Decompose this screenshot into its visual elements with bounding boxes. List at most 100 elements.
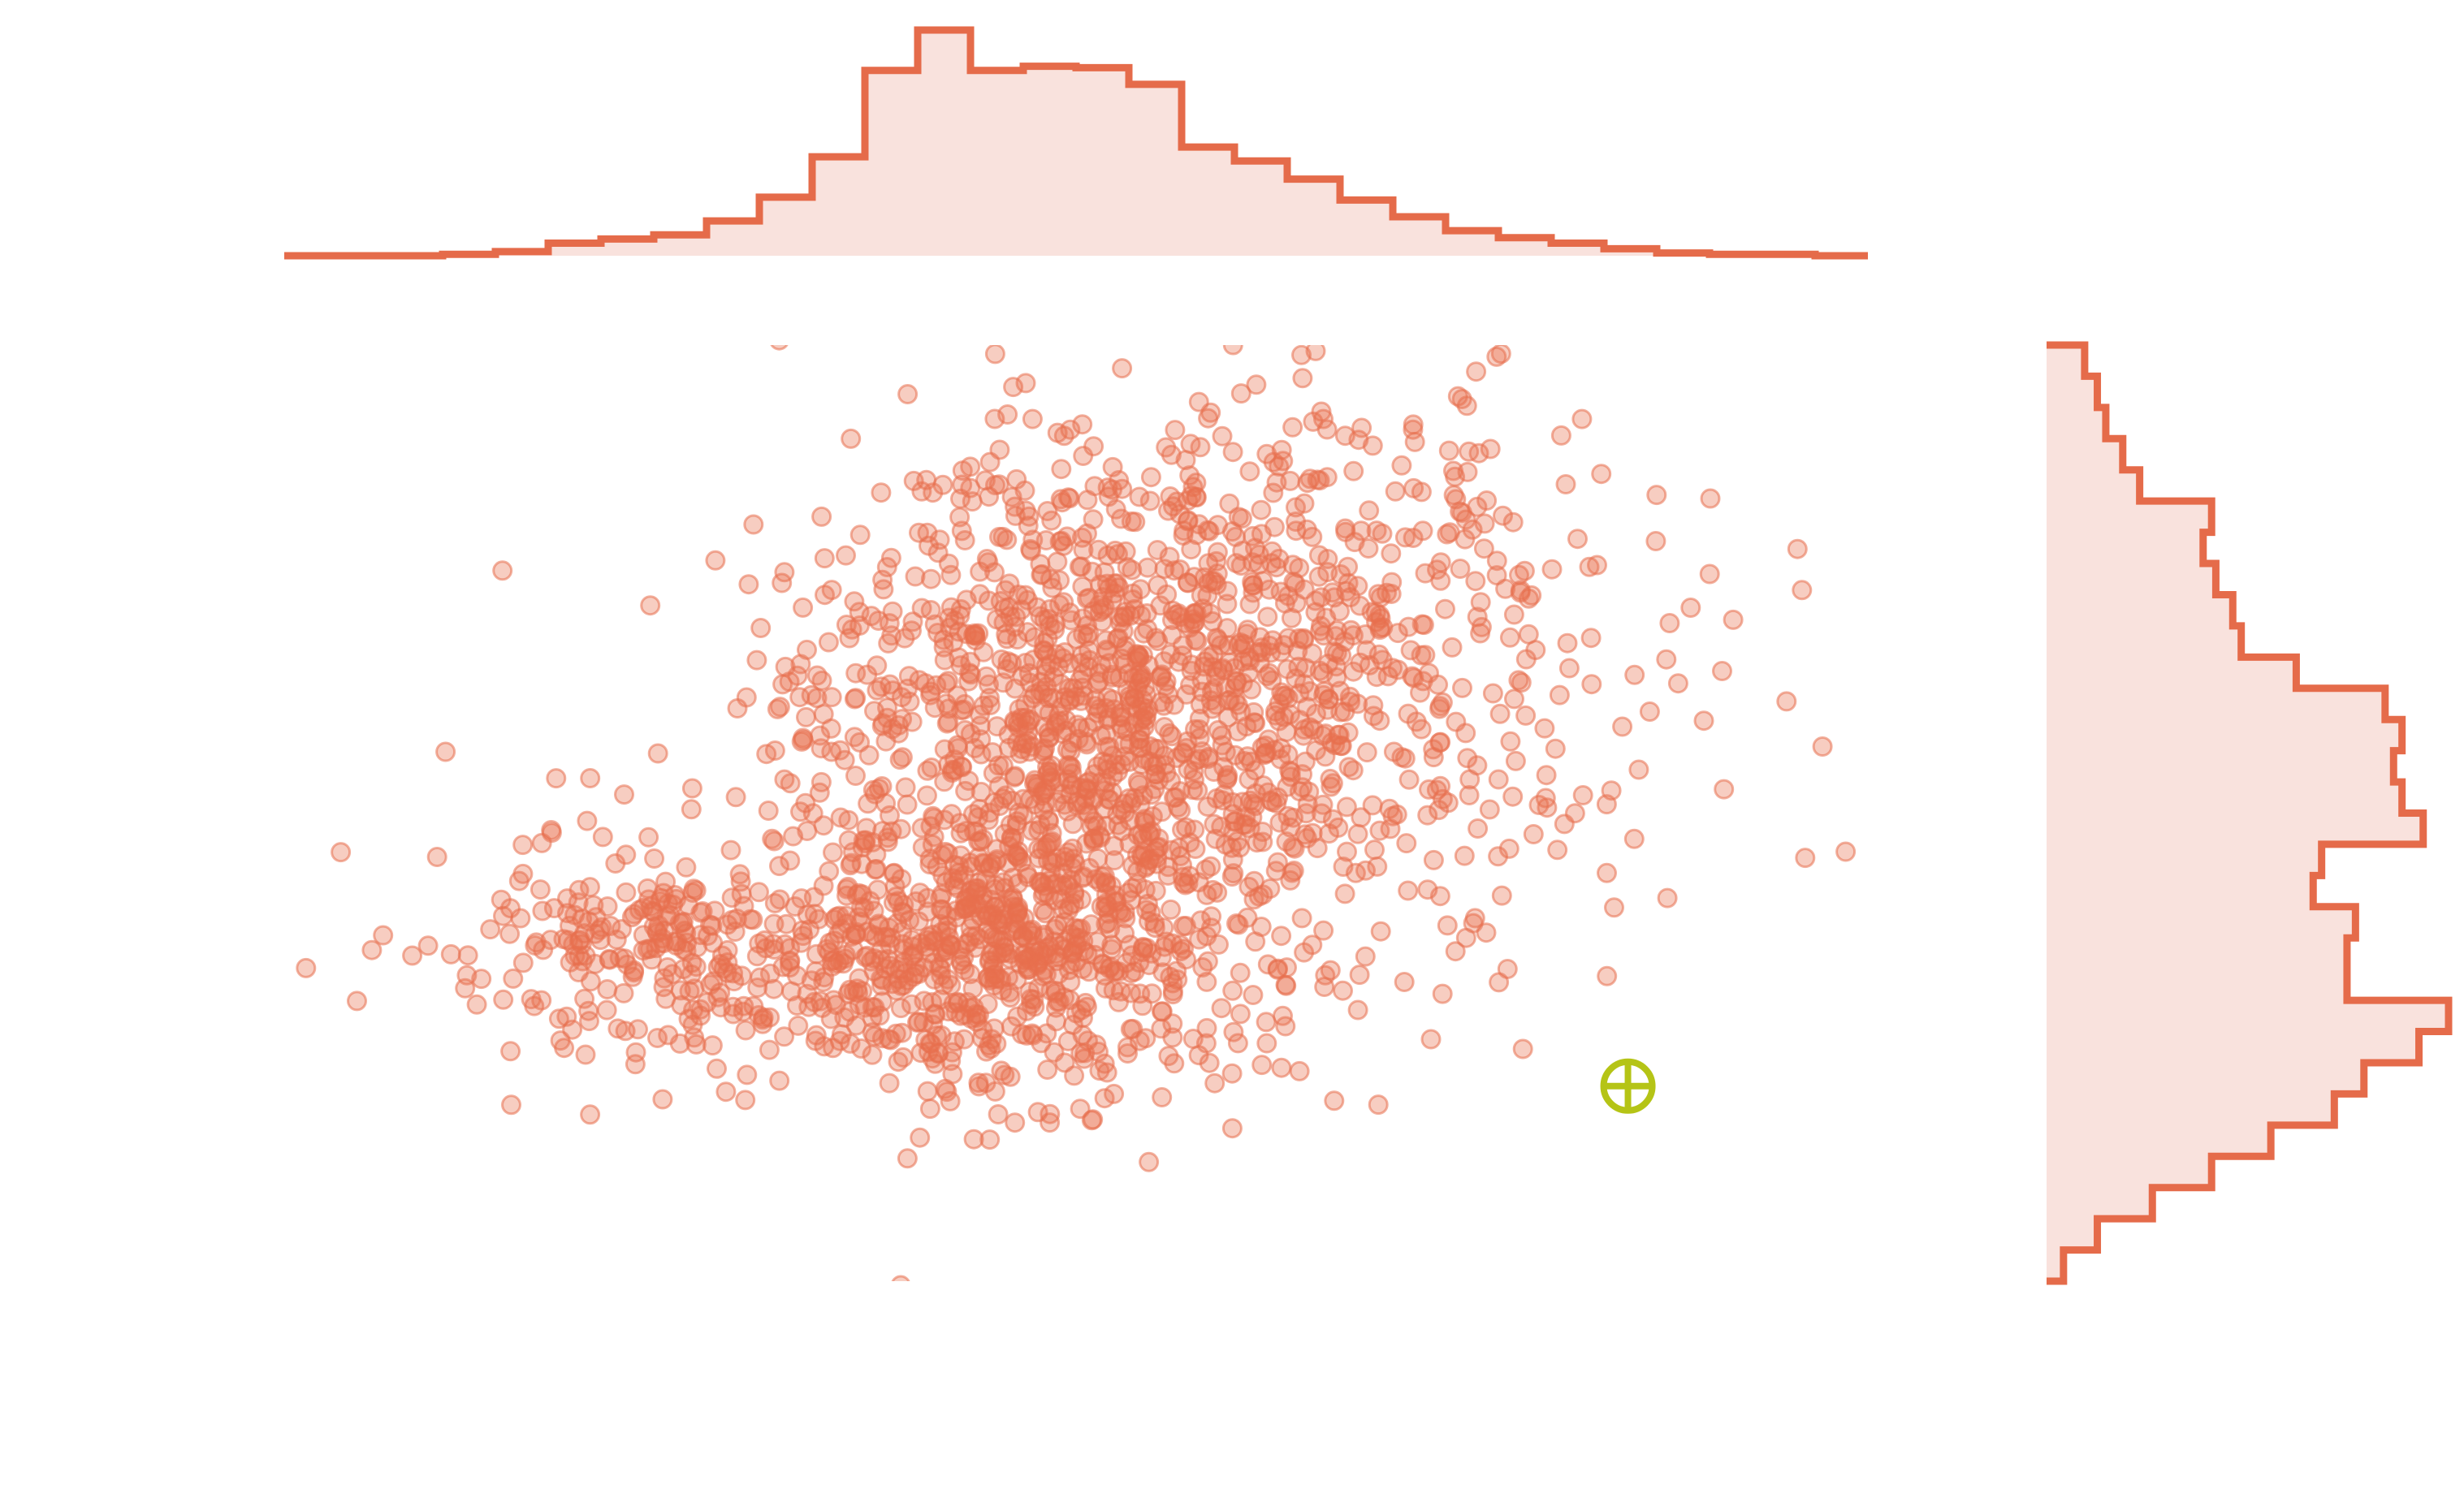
scatter-point: [1370, 617, 1390, 638]
scatter-point: [820, 718, 841, 739]
scatter-point: [1037, 501, 1058, 521]
scatter-point: [1490, 345, 1511, 365]
scatter-point: [749, 882, 769, 903]
scatter-point: [1222, 980, 1243, 1001]
scatter-point: [1190, 694, 1211, 714]
scatter-point: [616, 882, 637, 903]
scatter-point: [1429, 698, 1450, 719]
scatter-point: [698, 926, 718, 946]
scatter-point: [1152, 962, 1174, 983]
scatter-point: [633, 940, 654, 961]
scatter-point: [759, 1007, 780, 1028]
scatter-point: [988, 474, 1009, 495]
scatter-point: [1430, 732, 1451, 753]
scatter-point: [596, 999, 617, 1021]
scatter-point: [1015, 585, 1036, 606]
scatter-point: [972, 1020, 993, 1040]
scatter-point: [780, 850, 801, 871]
scatter-point: [554, 1038, 575, 1059]
scatter-point: [1089, 1060, 1110, 1081]
scatter-point: [455, 978, 476, 999]
scatter-point: [1165, 420, 1186, 441]
scatter-point: [633, 925, 654, 946]
scatter-point: [1221, 1118, 1243, 1139]
scatter-point: [864, 701, 884, 722]
scatter-point: [1597, 862, 1617, 883]
scatter-point: [1020, 710, 1041, 730]
scatter-point: [1319, 823, 1339, 844]
scatter-point: [1465, 571, 1486, 592]
scatter-point: [1443, 485, 1464, 506]
scatter-point: [1282, 836, 1303, 857]
scatter-point: [1221, 1063, 1243, 1084]
scatter-point: [1313, 920, 1334, 941]
scatter-point: [1260, 790, 1282, 811]
scatter-point: [1017, 622, 1038, 643]
scatter-point: [1657, 887, 1678, 909]
scatter-point: [956, 821, 977, 841]
scatter-point: [926, 675, 947, 696]
scatter-point: [417, 935, 439, 956]
scatter-point: [897, 678, 918, 699]
scatter-point: [435, 741, 456, 762]
scatter-point: [575, 1044, 596, 1065]
scatter-point: [1269, 548, 1290, 569]
scatter-point: [949, 647, 970, 668]
scatter-point: [1342, 760, 1364, 781]
scatter-point: [872, 969, 893, 991]
scatter-point: [500, 898, 521, 919]
scatter-point: [1180, 675, 1200, 696]
scatter-point: [1092, 953, 1113, 974]
scatter-point: [1182, 779, 1204, 801]
scatter-point: [1182, 1029, 1204, 1049]
scatter-point: [1019, 741, 1040, 762]
scatter-point: [1480, 438, 1501, 460]
scatter-point: [1043, 852, 1064, 874]
scatter-point: [1276, 975, 1297, 996]
scatter-point: [1186, 487, 1207, 508]
scatter-point: [890, 998, 911, 1019]
scatter-point: [1795, 848, 1816, 869]
scatter-point: [1398, 769, 1420, 790]
scatter-point: [1305, 345, 1326, 361]
scatter-point: [844, 688, 865, 710]
scatter-point: [1032, 839, 1053, 860]
scatter-point: [841, 428, 862, 449]
scatter-point: [1451, 503, 1472, 523]
scatter-point: [986, 928, 1007, 949]
scatter-point: [737, 1064, 758, 1085]
scatter-point: [1202, 879, 1223, 900]
scatter-point: [1227, 1033, 1248, 1054]
scatter-point: [1151, 947, 1172, 968]
scatter-point: [1454, 845, 1475, 866]
scatter-point: [922, 834, 943, 855]
scatter-point: [654, 920, 675, 941]
scatter-point: [1286, 497, 1306, 518]
scatter-point: [1787, 538, 1808, 559]
scatter-point: [733, 1001, 754, 1022]
top-histogram: [284, 26, 1868, 260]
scatter-point: [1423, 849, 1444, 870]
scatter-point: [836, 878, 858, 900]
scatter-point: [1410, 682, 1430, 703]
scatter-point: [731, 965, 752, 986]
scatter-point: [1228, 634, 1249, 655]
scatter-point: [1268, 958, 1288, 979]
scatter-point: [1034, 960, 1055, 981]
scatter-point: [932, 865, 953, 886]
scatter-point: [979, 970, 1001, 991]
scatter-point: [992, 872, 1014, 893]
scatter-point: [373, 925, 394, 946]
scatter-point: [492, 560, 513, 581]
scatter-point: [858, 793, 879, 814]
scatter-point: [917, 785, 937, 806]
scatter-point: [1307, 838, 1328, 859]
scatter-point: [1100, 918, 1121, 939]
scatter-point: [905, 566, 926, 587]
scatter-point: [738, 574, 759, 595]
scatter-point: [984, 408, 1005, 429]
scatter-point: [1355, 946, 1376, 967]
scatter-point: [532, 900, 553, 921]
scatter-point: [1256, 1033, 1277, 1054]
scatter-point: [647, 743, 668, 764]
